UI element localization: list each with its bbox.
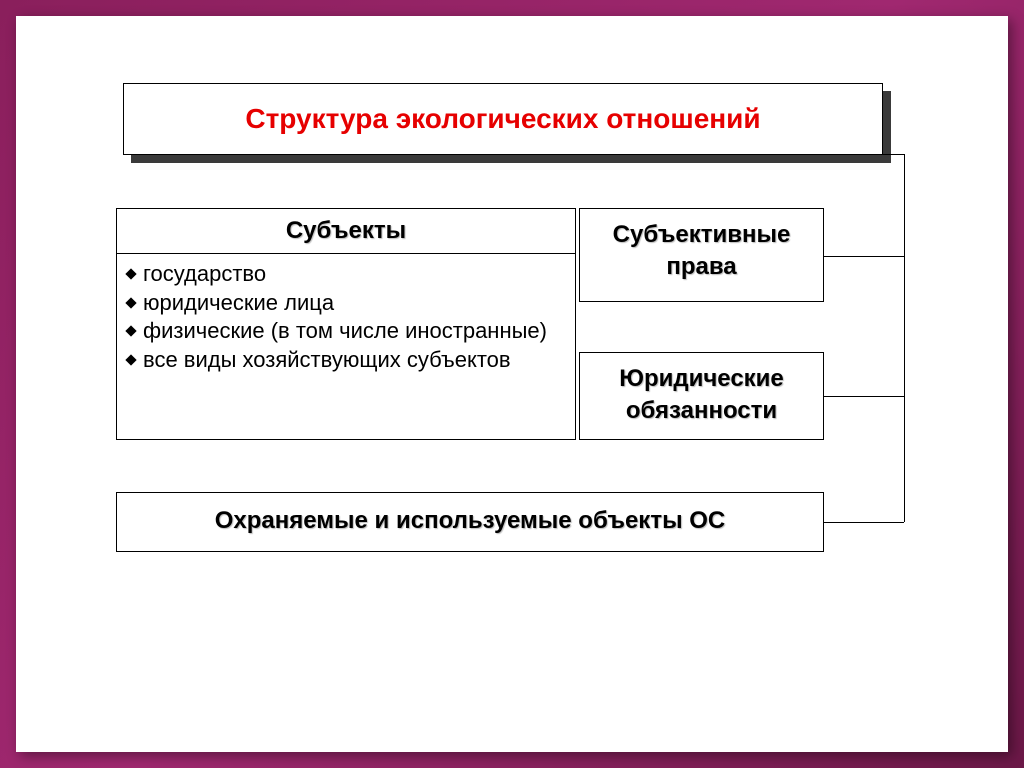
subjects-header: Субъекты [117,209,575,254]
rights-box: Субъективные права [579,208,824,302]
list-item: юридические лица [127,289,565,318]
list-item: все виды хозяйствующих субъектов [127,346,565,375]
connector-arm-obligations [824,396,904,397]
oblig-line1: Юридические [619,365,784,392]
bullet-icon [125,268,136,279]
oblig-line2: обязанности [626,397,777,424]
rights-line1: Субъективные [613,221,791,248]
subject-item-1: юридические лица [143,289,334,318]
connector-trunk [904,154,905,522]
subject-item-0: государство [143,260,266,289]
connector-arm-title [883,154,904,155]
objects-text: Охраняемые и используемые объекты ОС [215,507,726,534]
bullet-icon [125,326,136,337]
obligations-text: Юридические обязанности [580,353,823,438]
obligations-box: Юридические обязанности [579,352,824,440]
list-item: государство [127,260,565,289]
rights-text: Субъективные права [580,209,823,294]
subject-item-3: все виды хозяйствующих субъектов [143,346,511,375]
subject-item-2: физические (в том числе иностранные) [143,317,547,346]
objects-box: Охраняемые и используемые объекты ОС [116,492,824,552]
subjects-box: Субъекты государство юридические лица фи… [116,208,576,440]
rights-line2: права [666,253,736,280]
connector-arm-objects [824,522,904,523]
connector-arm-rights [824,256,904,257]
bullet-icon [125,297,136,308]
list-item: физические (в том числе иностранные) [127,317,565,346]
subjects-body: государство юридические лица физические … [117,254,575,380]
title-box: Структура экологических отношений [123,83,883,155]
slide-canvas: Структура экологических отношений Субъек… [16,16,1008,752]
title-text: Структура экологических отношений [245,103,760,135]
bullet-icon [125,354,136,365]
